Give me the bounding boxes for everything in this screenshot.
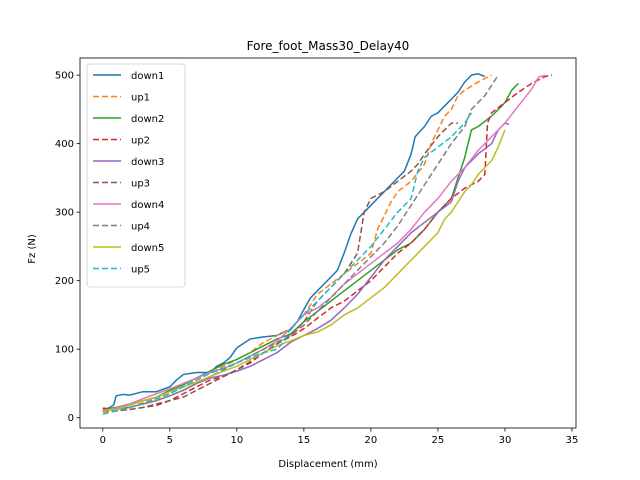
y-tick-label: 500 [55,71,74,82]
y-tick-label: 100 [55,345,74,356]
x-tick-label: 0 [100,435,106,446]
x-tick-label: 15 [298,435,311,446]
series-line-down2 [102,82,519,411]
legend-label-up3: up3 [131,179,150,190]
x-tick-label: 20 [365,435,378,446]
x-axis-label: Displacement (mm) [278,459,377,470]
legend-box [86,63,186,288]
legend-label-up5: up5 [131,265,150,276]
axes: 0 5 10 15 20 25 30 35 0 100 200 300 400 500 [55,57,579,446]
axes-frame [79,57,577,429]
plot-area [102,73,553,416]
x-tick-label: 25 [432,435,445,446]
series-line-up3 [102,122,459,412]
x-tick-label: 5 [167,435,173,446]
x-tick-label: 35 [566,435,579,446]
y-tick-label: 400 [55,139,74,150]
y-tick-label: 0 [68,413,74,424]
y-axis-label: Fz (N) [27,234,38,264]
legend-label-up1: up1 [131,93,150,104]
legend-label-down1: down1 [131,71,164,82]
x-tick-label: 30 [499,435,512,446]
series-line-up4 [102,74,499,412]
series-line-down4 [102,74,546,412]
series-line-up5 [102,112,473,416]
x-tick-label: 10 [230,435,243,446]
y-tick-label: 200 [55,276,74,287]
legend-label-down4: down4 [131,200,164,211]
legend-label-down3: down3 [131,157,164,168]
legend-label-up4: up4 [131,222,150,233]
legend: down1 up1 down2 up2 down3 up3 down4 up4 down5 up5 [86,63,186,288]
legend-label-up2: up2 [131,136,150,147]
legend-label-down2: down2 [131,114,164,125]
series-line-down5 [102,129,506,412]
y-tick-label: 300 [55,208,74,219]
chart-title: Fore_foot_Mass30_Delay40 [247,39,410,53]
series-line-down1 [102,73,486,412]
legend-label-down5: down5 [131,243,164,254]
series-line-up2 [102,74,553,411]
